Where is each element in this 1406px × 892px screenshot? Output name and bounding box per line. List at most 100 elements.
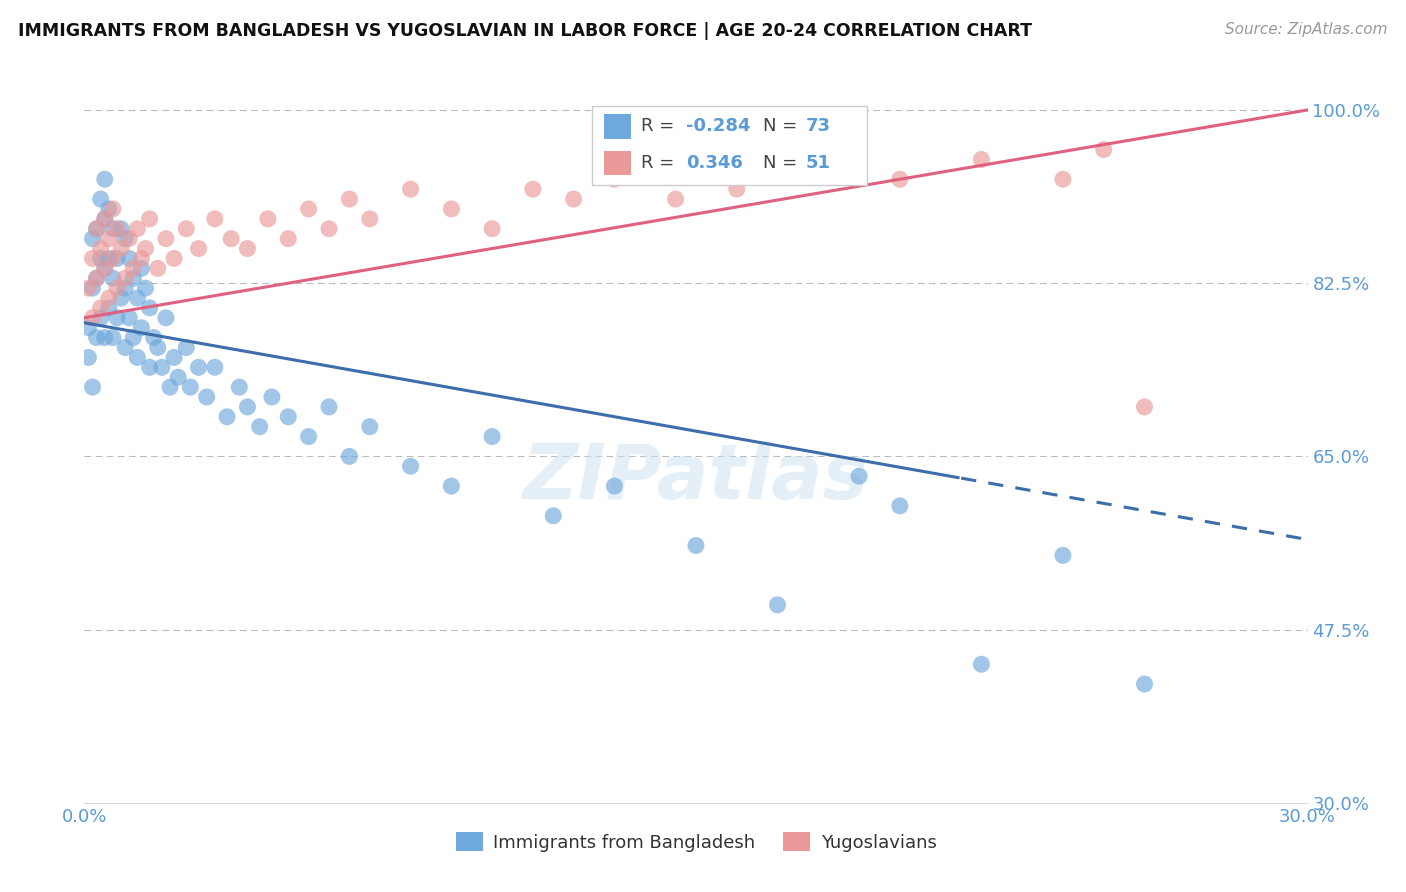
Text: Source: ZipAtlas.com: Source: ZipAtlas.com <box>1225 22 1388 37</box>
Point <box>228 380 250 394</box>
Point <box>105 281 128 295</box>
Point <box>127 351 149 365</box>
Point <box>848 469 870 483</box>
Point <box>359 419 381 434</box>
Point <box>163 252 186 266</box>
Point <box>93 261 115 276</box>
Point <box>90 192 112 206</box>
Point <box>110 242 132 256</box>
Point <box>90 252 112 266</box>
Point <box>146 341 169 355</box>
Point <box>889 499 911 513</box>
Point <box>101 202 124 216</box>
Point <box>159 380 181 394</box>
Point <box>97 232 120 246</box>
Point <box>90 310 112 325</box>
Point <box>101 252 124 266</box>
Point <box>179 380 201 394</box>
Point <box>131 261 153 276</box>
Text: IMMIGRANTS FROM BANGLADESH VS YUGOSLAVIAN IN LABOR FORCE | AGE 20-24 CORRELATION: IMMIGRANTS FROM BANGLADESH VS YUGOSLAVIA… <box>18 22 1032 40</box>
Point <box>399 459 422 474</box>
Point <box>82 232 104 246</box>
Point <box>543 508 565 523</box>
Point <box>1092 143 1115 157</box>
Point <box>522 182 544 196</box>
Point <box>86 221 108 235</box>
Point <box>257 211 280 226</box>
Point <box>155 232 177 246</box>
Point <box>217 409 239 424</box>
Point <box>1052 549 1074 563</box>
Point <box>685 539 707 553</box>
Point <box>86 330 108 344</box>
Point <box>399 182 422 196</box>
Point <box>110 221 132 235</box>
Point <box>298 202 321 216</box>
Point <box>298 429 321 443</box>
Point <box>101 271 124 285</box>
Point <box>204 360 226 375</box>
Point <box>86 271 108 285</box>
Point <box>236 400 259 414</box>
Legend: Immigrants from Bangladesh, Yugoslavians: Immigrants from Bangladesh, Yugoslavians <box>449 825 943 859</box>
Point <box>93 172 115 186</box>
Point <box>105 221 128 235</box>
Point <box>889 172 911 186</box>
Point <box>318 400 340 414</box>
Text: R =: R = <box>641 117 681 136</box>
Point <box>142 330 165 344</box>
Text: N =: N = <box>763 117 803 136</box>
Point <box>118 232 141 246</box>
Point <box>138 360 160 375</box>
Point <box>97 301 120 315</box>
Point <box>110 291 132 305</box>
Point <box>665 192 688 206</box>
Point <box>90 242 112 256</box>
Point <box>174 341 197 355</box>
FancyBboxPatch shape <box>605 151 631 175</box>
Point <box>260 390 283 404</box>
Text: 73: 73 <box>806 117 831 136</box>
Point <box>86 271 108 285</box>
Point <box>97 291 120 305</box>
Point <box>1052 172 1074 186</box>
FancyBboxPatch shape <box>592 105 868 185</box>
Point <box>127 221 149 235</box>
Point <box>97 252 120 266</box>
Point <box>105 252 128 266</box>
Point <box>135 242 157 256</box>
Point <box>603 479 626 493</box>
Point <box>249 419 271 434</box>
Point <box>807 162 830 177</box>
Point <box>970 153 993 167</box>
Point <box>440 202 463 216</box>
Point <box>174 221 197 235</box>
Point <box>318 221 340 235</box>
Text: 51: 51 <box>806 153 831 172</box>
Point <box>135 281 157 295</box>
Point <box>277 409 299 424</box>
Point <box>90 301 112 315</box>
Point <box>138 301 160 315</box>
Point <box>114 271 136 285</box>
Point <box>481 429 503 443</box>
Point <box>359 211 381 226</box>
Point <box>86 221 108 235</box>
Point <box>82 281 104 295</box>
Point <box>131 252 153 266</box>
Text: ZIPatlas: ZIPatlas <box>523 441 869 515</box>
Text: R =: R = <box>641 153 681 172</box>
Text: -0.284: -0.284 <box>686 117 751 136</box>
Text: N =: N = <box>763 153 803 172</box>
Point <box>105 310 128 325</box>
Point <box>725 182 748 196</box>
Point <box>82 380 104 394</box>
Point <box>187 360 209 375</box>
Point <box>122 271 145 285</box>
Point <box>93 211 115 226</box>
Point <box>77 320 100 334</box>
Point <box>93 261 115 276</box>
Point <box>339 450 361 464</box>
Point <box>155 310 177 325</box>
Point <box>131 320 153 334</box>
